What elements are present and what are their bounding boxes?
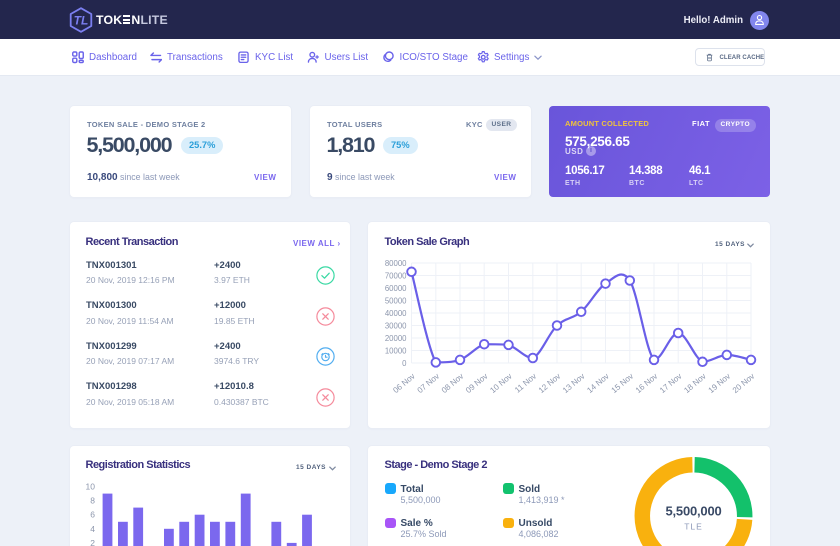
svg-text:0: 0 (402, 359, 407, 368)
svg-text:6: 6 (90, 510, 95, 520)
svg-text:20 Nov: 20 Nov (731, 371, 757, 395)
svg-text:TLE: TLE (684, 522, 703, 532)
svg-text:10: 10 (86, 482, 96, 492)
svg-text:16 Nov: 16 Nov (634, 371, 660, 395)
svg-text:5,500,000: 5,500,000 (665, 504, 721, 519)
svg-text:06 Nov: 06 Nov (391, 371, 417, 395)
svg-text:20000: 20000 (385, 334, 407, 343)
svg-text:17 Nov: 17 Nov (658, 371, 684, 395)
svg-text:30000: 30000 (385, 322, 407, 331)
svg-text:12 Nov: 12 Nov (537, 371, 563, 395)
svg-text:50000: 50000 (385, 297, 407, 306)
svg-text:2: 2 (90, 538, 95, 546)
svg-text:40000: 40000 (385, 309, 407, 318)
svg-text:10000: 10000 (385, 347, 407, 356)
svg-text:18 Nov: 18 Nov (682, 371, 708, 395)
svg-text:4: 4 (90, 524, 95, 534)
svg-text:60000: 60000 (385, 284, 407, 293)
svg-text:07 Nov: 07 Nov (416, 371, 442, 395)
svg-text:08 Nov: 08 Nov (440, 371, 466, 395)
svg-text:8: 8 (90, 496, 95, 506)
svg-text:70000: 70000 (385, 272, 407, 281)
svg-text:09 Nov: 09 Nov (464, 371, 490, 395)
svg-text:TL: TL (74, 14, 89, 28)
svg-text:13 Nov: 13 Nov (561, 371, 587, 395)
svg-text:11 Nov: 11 Nov (513, 371, 539, 395)
svg-text:15 Nov: 15 Nov (610, 371, 636, 395)
svg-text:19 Nov: 19 Nov (707, 371, 733, 395)
svg-text:14 Nov: 14 Nov (585, 371, 611, 395)
svg-text:80000: 80000 (385, 259, 407, 268)
svg-text:10 Nov: 10 Nov (488, 371, 514, 395)
